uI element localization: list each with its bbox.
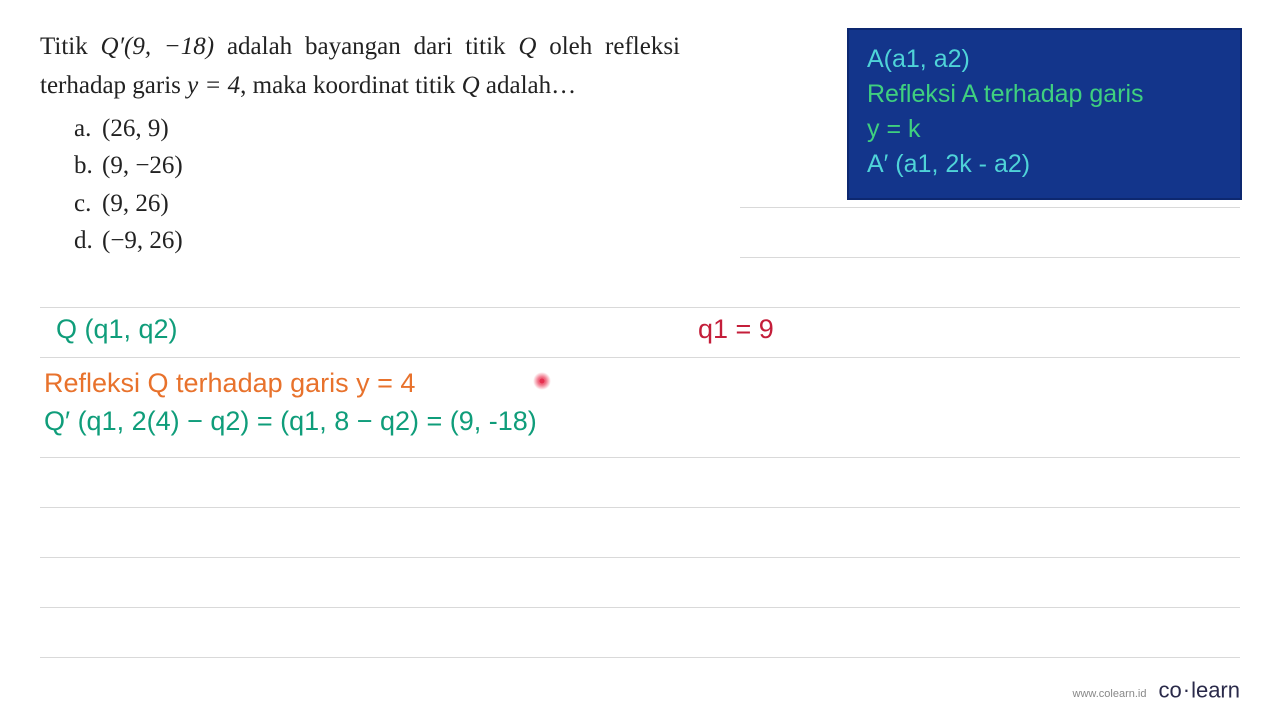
- problem-area: Titik Q′(9, −18) adalah bayangan dari ti…: [0, 0, 1280, 260]
- text-part: adalah bayangan dari titik: [214, 33, 518, 60]
- ruled-line: [40, 557, 1240, 558]
- footer: www.colearn.id co·learn: [1073, 677, 1240, 706]
- math-q2: Q: [462, 72, 480, 99]
- formula-line-4: A′ (a1, 2k - a2): [867, 147, 1222, 182]
- problem-statement: Titik Q′(9, −18) adalah bayangan dari ti…: [40, 28, 680, 106]
- option-value: (−9, 26): [102, 227, 183, 254]
- option-d: d.(−9, 26): [74, 222, 1240, 260]
- dot-icon: ·: [1183, 677, 1190, 703]
- formula-line-2: Refleksi A terhadap garis: [867, 77, 1222, 112]
- footer-url: www.colearn.id: [1073, 688, 1147, 700]
- logo-right: learn: [1191, 677, 1240, 702]
- option-label: d.: [74, 222, 102, 260]
- ruled-line: [40, 357, 1240, 358]
- option-label: b.: [74, 147, 102, 185]
- formula-line-3: y = k: [867, 112, 1222, 147]
- math-q1: Q: [518, 33, 536, 60]
- laser-pointer-icon: [533, 372, 551, 390]
- option-value: (9, −26): [102, 152, 183, 179]
- text-part: adalah…: [480, 72, 576, 99]
- option-label: a.: [74, 110, 102, 148]
- option-label: c.: [74, 185, 102, 223]
- formula-box: A(a1, a2) Refleksi A terhadap garis y = …: [847, 28, 1242, 200]
- formula-line-1: A(a1, a2): [867, 42, 1222, 77]
- ruled-line: [40, 457, 1240, 458]
- ruled-line: [40, 607, 1240, 608]
- work-line: Q′ (q1, 2(4) − q2) = (q1, 8 − q2) = (9, …: [44, 406, 537, 437]
- work-line: q1 = 9: [698, 314, 774, 345]
- option-value: (9, 26): [102, 190, 169, 217]
- math-qprime: Q′(9, −18): [101, 33, 215, 60]
- ruled-line-short: [740, 257, 1240, 258]
- ruled-line-short: [740, 207, 1240, 208]
- ruled-line: [40, 307, 1240, 308]
- option-value: (26, 9): [102, 115, 169, 142]
- ruled-line: [40, 507, 1240, 508]
- brand-logo: co·learn: [1159, 677, 1241, 706]
- logo-left: co: [1159, 677, 1182, 702]
- work-line: Q (q1, q2): [56, 314, 178, 345]
- work-line: Refleksi Q terhadap garis y = 4: [44, 368, 415, 399]
- text-part: Titik: [40, 33, 101, 60]
- text-part: , maka koordinat titik: [240, 72, 461, 99]
- ruled-line: [40, 657, 1240, 658]
- math-eq: y = 4: [187, 72, 240, 99]
